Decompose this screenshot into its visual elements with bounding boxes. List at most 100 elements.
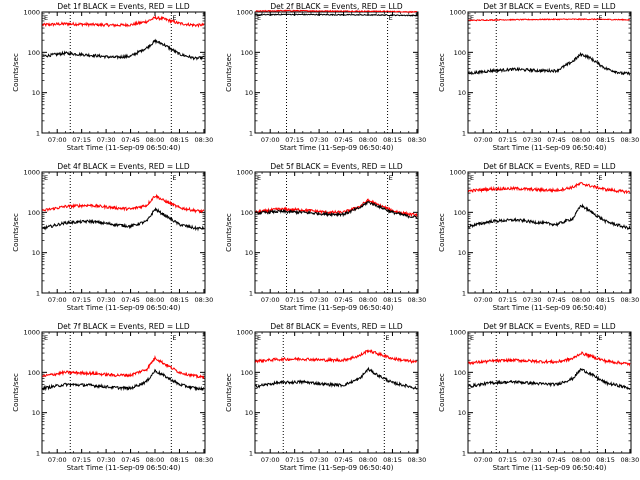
- y-tick-label: 100: [454, 209, 466, 217]
- y-tick-label: 100: [28, 369, 40, 377]
- y-tick-label: 1: [36, 290, 40, 298]
- y-tick-label: 1: [249, 290, 253, 298]
- events-series-line: [468, 203, 631, 231]
- x-tick-label: 08:15: [383, 136, 402, 144]
- x-axis-label: Start Time (11-Sep-09 06:50:40): [67, 144, 181, 152]
- panel-title: Det 7f BLACK = Events, RED = LLD: [57, 322, 190, 331]
- plot-frame: [254, 331, 419, 454]
- panel-title: Det 9f BLACK = Events, RED = LLD: [483, 322, 616, 331]
- x-tick-label: 08:30: [621, 136, 640, 144]
- y-tick-label: 1000: [236, 329, 253, 337]
- panel-title: Det 1f BLACK = Events, RED = LLD: [57, 2, 190, 11]
- x-tick-label: 07:15: [72, 136, 91, 144]
- x-tick-label: 07:30: [523, 296, 542, 304]
- x-axis-label: Start Time (11-Sep-09 06:50:40): [493, 464, 607, 472]
- marker-e-label: E: [44, 14, 48, 22]
- x-tick-label: 07:00: [261, 296, 280, 304]
- x-tick-label: 07:30: [97, 296, 116, 304]
- x-tick-label: 07:00: [474, 456, 493, 464]
- lld-series-line: [468, 181, 631, 195]
- y-tick-label: 1000: [23, 9, 40, 17]
- lld-series-line: [42, 193, 205, 214]
- panel-title: Det 4f BLACK = Events, RED = LLD: [57, 162, 190, 171]
- x-tick-label: 07:15: [72, 456, 91, 464]
- marker-e-label: E: [257, 174, 261, 182]
- events-series-line: [255, 13, 418, 17]
- x-tick-label: 07:00: [48, 296, 67, 304]
- y-tick-label: 1000: [449, 169, 466, 177]
- marker-e-label-right: E: [598, 14, 602, 22]
- y-tick-label: 10: [245, 249, 253, 257]
- y-axis-label: Counts/sec: [438, 373, 446, 412]
- panel-det-7: Det 7f BLACK = Events, RED = LLD 1 10 100 10…: [12, 322, 213, 472]
- plot-frame: [41, 331, 206, 454]
- x-tick-label: 07:45: [547, 296, 566, 304]
- panel-det-6: Det 6f BLACK = Events, RED = LLD 1 10 100 10…: [438, 162, 639, 312]
- events-series-line: [468, 51, 631, 76]
- plot-frame: [467, 11, 632, 134]
- x-tick-label: 07:00: [48, 456, 67, 464]
- y-tick-label: 10: [458, 249, 466, 257]
- x-tick-label: 07:15: [285, 296, 304, 304]
- events-series-line: [255, 200, 418, 219]
- x-tick-label: 07:30: [523, 456, 542, 464]
- x-axis-label: Start Time (11-Sep-09 06:50:40): [67, 464, 181, 472]
- y-axis-label: Counts/sec: [12, 53, 20, 92]
- x-tick-label: 07:45: [334, 456, 353, 464]
- events-series-line: [468, 367, 631, 390]
- marker-e-label-right: E: [172, 174, 176, 182]
- x-tick-label: 07:15: [498, 456, 517, 464]
- plot-frame: [41, 11, 206, 134]
- y-axis-label: Counts/sec: [225, 213, 233, 252]
- plot-frame: [467, 171, 632, 294]
- x-axis-label: Start Time (11-Sep-09 06:50:40): [280, 304, 394, 312]
- x-tick-label: 08:30: [621, 456, 640, 464]
- lld-series-line: [468, 18, 631, 22]
- x-tick-label: 08:00: [572, 136, 591, 144]
- plot-frame: [254, 171, 419, 294]
- x-tick-label: 07:00: [474, 136, 493, 144]
- y-tick-label: 1000: [449, 9, 466, 17]
- x-tick-label: 07:30: [97, 136, 116, 144]
- x-tick-label: 08:30: [195, 296, 214, 304]
- y-tick-label: 1000: [23, 329, 40, 337]
- marker-e-label-right: E: [172, 14, 176, 22]
- lld-series-line: [42, 355, 205, 379]
- marker-e-label: E: [44, 174, 48, 182]
- y-tick-label: 1000: [236, 9, 253, 17]
- y-tick-label: 10: [245, 89, 253, 97]
- x-tick-label: 08:15: [596, 136, 615, 144]
- marker-e-label-right: E: [389, 174, 393, 182]
- events-series-line: [255, 366, 418, 390]
- y-tick-label: 10: [458, 89, 466, 97]
- x-tick-label: 07:15: [285, 456, 304, 464]
- y-tick-label: 10: [458, 409, 466, 417]
- x-tick-label: 08:00: [359, 456, 378, 464]
- marker-e-label: E: [257, 14, 261, 22]
- x-axis-label: Start Time (11-Sep-09 06:50:40): [280, 144, 394, 152]
- events-series-line: [42, 368, 205, 392]
- x-tick-label: 07:00: [48, 136, 67, 144]
- marker-e-label: E: [470, 14, 474, 22]
- x-axis-label: Start Time (11-Sep-09 06:50:40): [493, 304, 607, 312]
- x-tick-label: 07:00: [474, 296, 493, 304]
- x-tick-label: 07:45: [121, 136, 140, 144]
- x-tick-label: 08:15: [383, 456, 402, 464]
- marker-e-label-right: E: [598, 334, 602, 342]
- x-axis-label: Start Time (11-Sep-09 06:50:40): [493, 144, 607, 152]
- x-tick-label: 07:15: [72, 296, 91, 304]
- y-tick-label: 1: [249, 450, 253, 458]
- y-tick-label: 100: [454, 49, 466, 57]
- x-tick-label: 08:15: [383, 296, 402, 304]
- y-tick-label: 1: [462, 290, 466, 298]
- marker-e-label: E: [44, 334, 48, 342]
- y-tick-label: 1000: [23, 169, 40, 177]
- x-tick-label: 08:15: [170, 456, 189, 464]
- x-tick-label: 07:30: [310, 456, 329, 464]
- panel-title: Det 2f BLACK = Events, RED = LLD: [270, 2, 403, 11]
- x-tick-label: 08:00: [359, 136, 378, 144]
- y-tick-label: 10: [32, 89, 40, 97]
- lld-series-line: [42, 15, 205, 28]
- x-tick-label: 07:30: [97, 456, 116, 464]
